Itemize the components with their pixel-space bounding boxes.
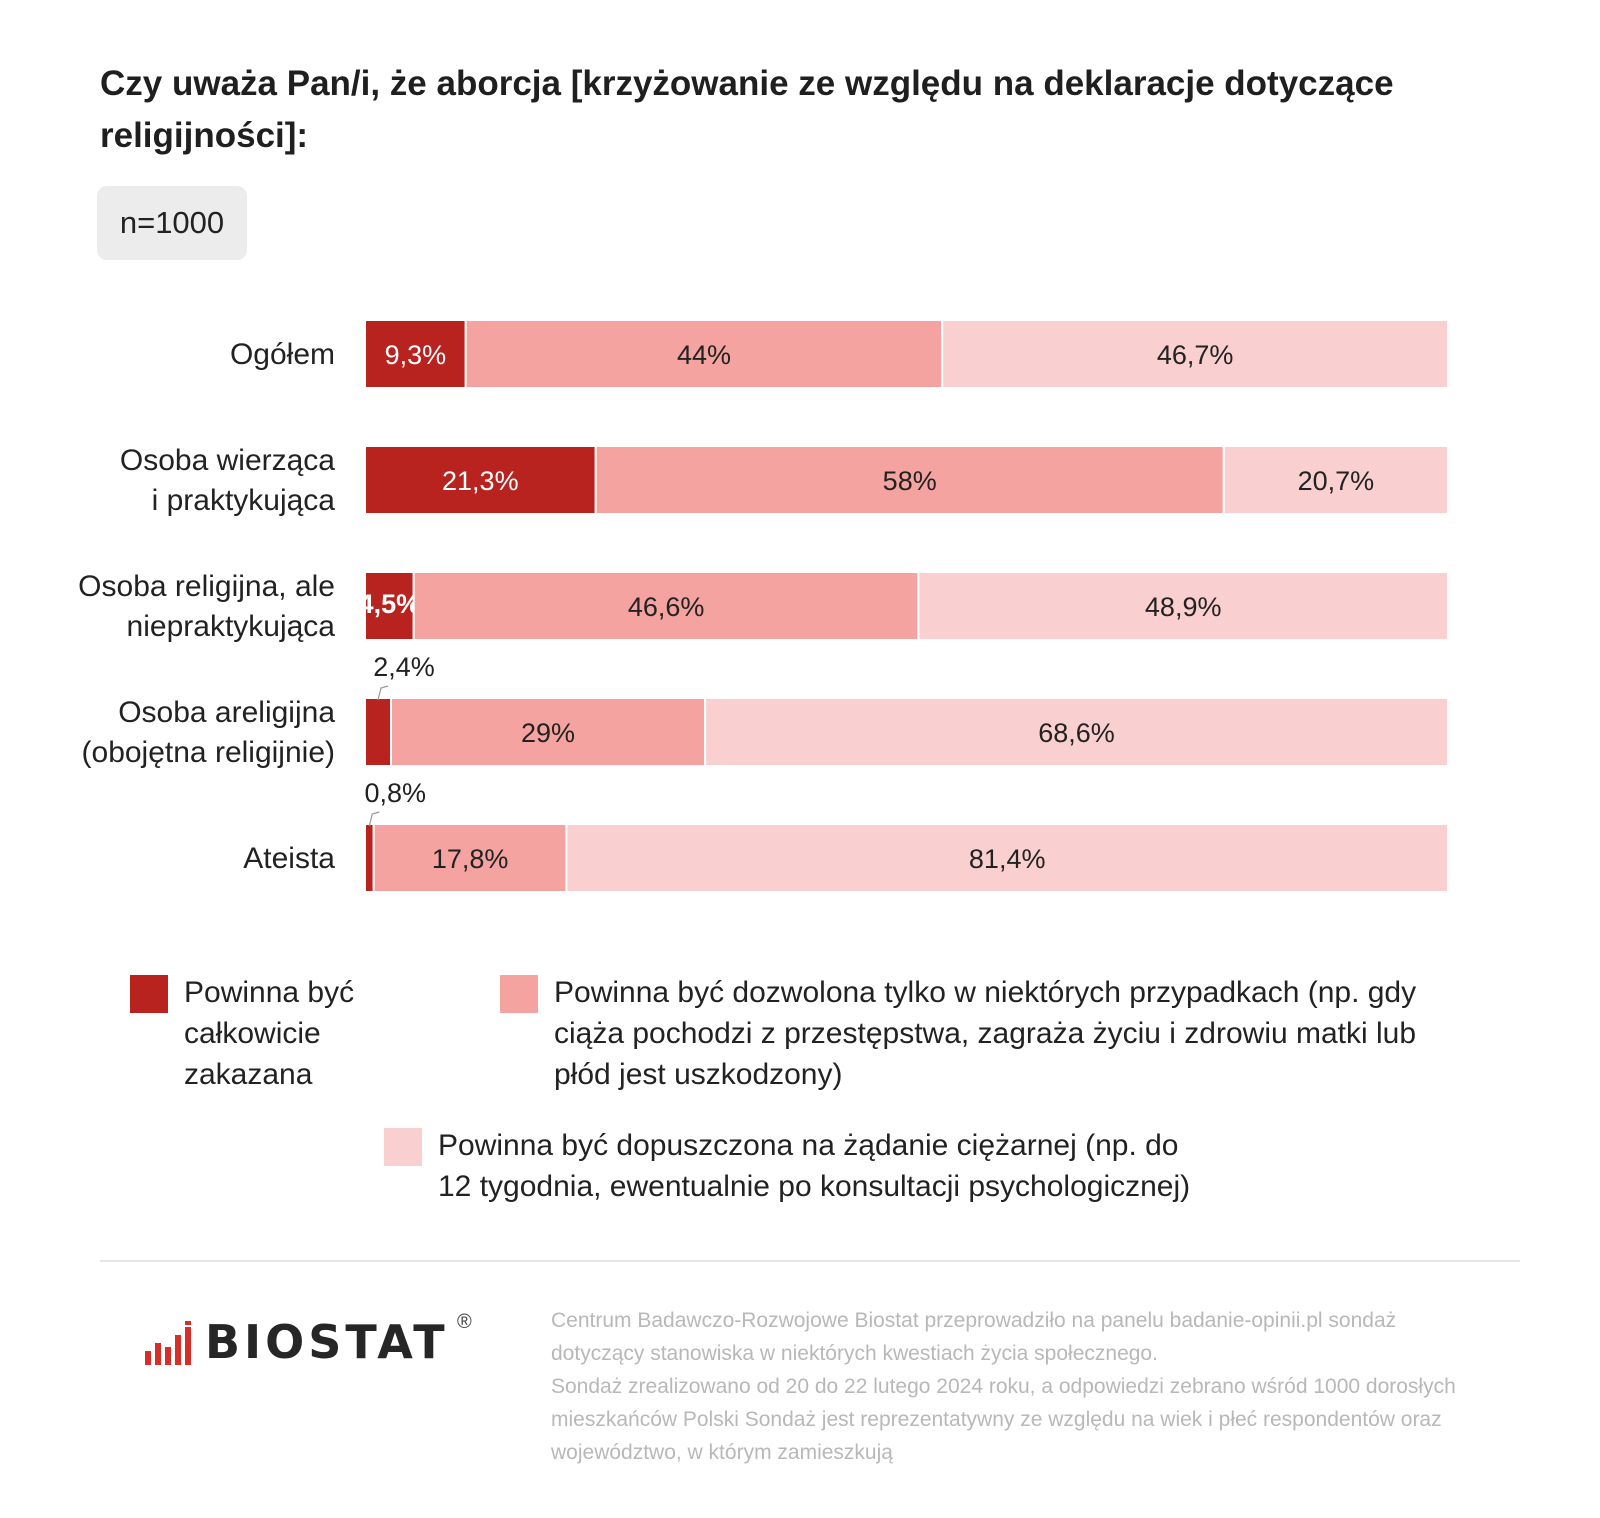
data-label: 4,5% (359, 589, 421, 619)
data-label: 9,3% (385, 340, 447, 370)
bar-segment (941, 319, 1449, 389)
leader-line (377, 685, 389, 701)
category-label: Osoba wierząca i praktykująca (120, 444, 335, 517)
legend-label-on-request: Powinna być dopuszczona na żądanie cięża… (438, 1129, 1191, 1203)
data-label: 0,8% (365, 778, 427, 808)
methodology-note: Centrum Badawczo-Rozwojowe Biostat przep… (551, 1309, 1456, 1464)
bar-segment (464, 319, 944, 389)
bar-segment (364, 319, 467, 389)
data-label: 81,4% (969, 844, 1046, 874)
legend-swatch-some-cases (500, 975, 538, 1013)
data-label: 58% (883, 466, 937, 496)
bars-layer: Ogółem 9,3% 44% 46,7% Osoba wierząca i prakty… (78, 319, 1450, 893)
bar-segment (364, 823, 375, 893)
logo-bars-icon (145, 1321, 191, 1365)
data-label: 48,9% (1145, 592, 1222, 622)
legend-swatch-on-request (384, 1128, 422, 1166)
bar-segment (917, 571, 1449, 641)
bar-segment (594, 445, 1225, 515)
stacked-bar-chart: Ogółem 9,3% 44% 46,7% Osoba wierząca i prakty… (78, 319, 1450, 893)
category-label: Ogółem (230, 338, 335, 371)
leader-line (368, 811, 380, 827)
legend-label-some-cases: Powinna być dozwolona tylko w niektórych… (554, 976, 1417, 1091)
data-label: 21,3% (442, 466, 519, 496)
data-label: 20,7% (1298, 466, 1375, 496)
bar-segment (704, 697, 1449, 767)
bar-segment (565, 823, 1449, 893)
data-label: 68,6% (1038, 718, 1115, 748)
bar-segment (364, 697, 392, 767)
bar-segment (390, 697, 707, 767)
data-label: 46,6% (628, 592, 705, 622)
data-label: 17,8% (432, 844, 509, 874)
data-label: 46,7% (1157, 340, 1234, 370)
legend-label-banned: Powinna być całkowicie zakazana (184, 976, 355, 1091)
chart-title: Czy uważa Pan/i, że aborcja [krzyżowanie… (100, 64, 1394, 155)
bar-segment (412, 571, 920, 641)
bar-segment (364, 571, 415, 641)
legend-swatch-banned (130, 975, 168, 1013)
logo-registered-mark: ® (457, 1311, 472, 1333)
bar-segment (372, 823, 568, 893)
data-label: 44% (677, 340, 731, 370)
category-label: Osoba religijna, ale niepraktykująca (78, 570, 335, 643)
category-label: Ateista (243, 842, 335, 875)
logo-wordmark: BIOSTAT (205, 1315, 449, 1369)
data-label: 2,4% (373, 652, 435, 682)
bar-segment (1222, 445, 1450, 515)
category-label: Osoba areligijna (obojętna religijnie) (82, 696, 336, 769)
sample-size-badge: n=1000 (97, 186, 247, 260)
data-label: 29% (521, 718, 575, 748)
biostat-logo: BIOSTAT ® (145, 1311, 485, 1375)
footer-divider (100, 1260, 1520, 1262)
